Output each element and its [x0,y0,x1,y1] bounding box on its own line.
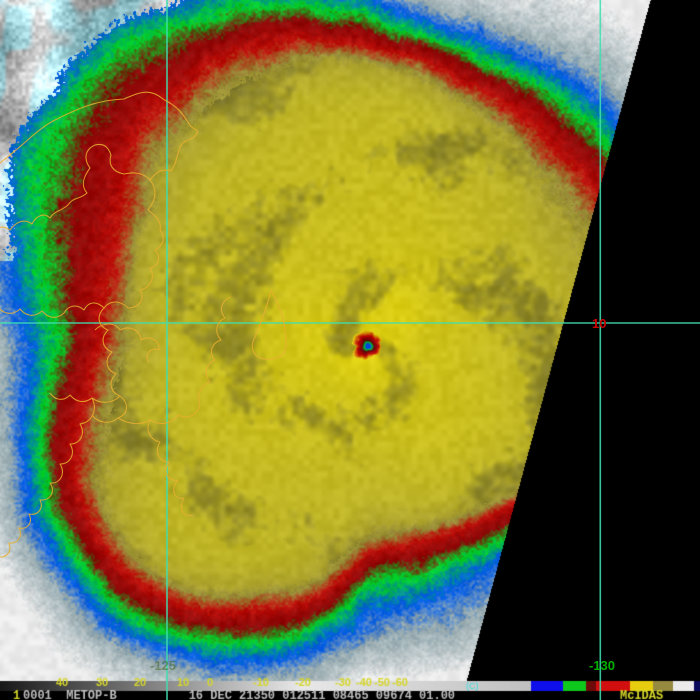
svg-text:-125: -125 [150,658,176,673]
svg-text:-130: -130 [589,658,615,673]
svg-text:10: 10 [592,316,606,331]
